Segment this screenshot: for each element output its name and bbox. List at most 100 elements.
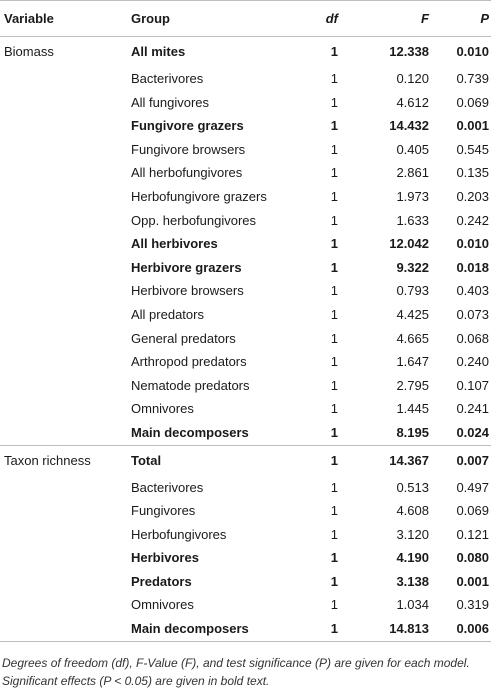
table-row: Biomass All mites 1 12.338 0.010: [0, 37, 491, 68]
cell-group: Herbivore browsers: [131, 283, 244, 299]
cell-f-value: 3.138: [396, 573, 429, 589]
cell-f-value: 14.367: [389, 452, 429, 468]
cell-group: Herbivore grazers: [131, 259, 242, 275]
table-row: Herbofungivore grazers 1 1.973 0.203: [0, 185, 491, 209]
cell-f-value: 12.338: [389, 44, 429, 59]
cell-p-value: 0.545: [456, 141, 489, 157]
cell-f-value: 4.612: [396, 94, 429, 110]
cell-group: Arthropod predators: [131, 354, 247, 370]
table-row: Herbofungivores 1 3.120 0.121: [0, 523, 491, 547]
cell-group: Opp. herbofungivores: [131, 212, 257, 228]
table-footnote: Degrees of freedom (df), F-Value (F), an…: [0, 642, 491, 690]
cell-f-value: 1.445: [396, 401, 429, 417]
cell-variable: [0, 161, 131, 185]
cell-f-value: 1.973: [396, 188, 429, 204]
table-row: Herbivore grazers 1 9.322 0.018: [0, 256, 491, 280]
table-row: Fungivore grazers 1 14.432 0.001: [0, 114, 491, 138]
header-group: Group: [131, 0, 309, 37]
table-row: Main decomposers 1 8.195 0.024: [0, 420, 491, 446]
table-row: All fungivores 1 4.612 0.069: [0, 91, 491, 115]
table-row: Fungivore browsers 1 0.405 0.545: [0, 138, 491, 162]
cell-variable: [0, 523, 131, 547]
cell-group: Bacterivores: [131, 71, 204, 86]
cell-f-value: 1.647: [396, 354, 429, 370]
cell-df: 1: [330, 573, 338, 589]
cell-df: 1: [330, 354, 338, 370]
cell-f-value: 2.861: [396, 165, 429, 181]
cell-f-value: 0.793: [396, 283, 429, 299]
cell-group: Herbivores: [131, 550, 199, 566]
cell-group: Fungivores: [131, 503, 196, 519]
cell-variable: [0, 499, 131, 523]
cell-group: General predators: [131, 330, 236, 346]
cell-p-value: 0.001: [456, 118, 489, 134]
table-row: Omnivores 1 1.445 0.241: [0, 397, 491, 421]
cell-df: 1: [330, 479, 338, 495]
cell-f-value: 0.405: [396, 141, 429, 157]
table-row: Omnivores 1 1.034 0.319: [0, 593, 491, 617]
cell-p-value: 0.069: [456, 94, 489, 110]
footnote-line-2: Significant effects (P < 0.05) are given…: [2, 673, 270, 688]
cell-f-value: 0.120: [396, 71, 429, 86]
cell-group: Fungivore browsers: [131, 141, 246, 157]
cell-f-value: 14.432: [389, 118, 429, 134]
cell-p-value: 0.497: [456, 479, 489, 495]
cell-df: 1: [309, 617, 338, 642]
cell-variable: [0, 397, 131, 421]
cell-p-value: 0.007: [456, 452, 489, 468]
cell-variable: [0, 617, 131, 642]
cell-f-value: 2.795: [396, 377, 429, 393]
cell-group: Herbofungivore grazers: [131, 188, 267, 204]
table-row: Arthropod predators 1 1.647 0.240: [0, 350, 491, 374]
cell-df: 1: [330, 165, 338, 181]
cell-group: Bacterivores: [131, 479, 204, 495]
cell-group: Omnivores: [131, 401, 194, 417]
cell-p-value: 0.018: [456, 259, 489, 275]
table-row: Opp. herbofungivores 1 1.633 0.242: [0, 209, 491, 233]
table-header: Variable Group df F P: [0, 0, 491, 37]
cell-group: Fungivore grazers: [131, 118, 244, 134]
cell-variable: [0, 138, 131, 162]
table-row: Nematode predators 1 2.795 0.107: [0, 374, 491, 398]
cell-p-value: 0.068: [456, 330, 489, 346]
cell-p-value: 0.001: [456, 573, 489, 589]
cell-p-value: 0.010: [456, 44, 489, 59]
cell-variable: [0, 232, 131, 256]
table-row: Taxon richness Total 1 14.367 0.007: [0, 445, 491, 476]
table-row: Bacterivores 1 0.513 0.497: [0, 476, 491, 500]
cell-df: 1: [330, 44, 338, 59]
header-variable: Variable: [0, 0, 131, 37]
cell-group: Predators: [131, 573, 192, 589]
cell-group: All herbofungivores: [131, 165, 243, 181]
cell-f-value: 4.190: [396, 550, 429, 566]
cell-group: Total: [131, 452, 162, 468]
cell-variable: [0, 303, 131, 327]
cell-f-value: 12.042: [389, 236, 429, 252]
cell-p-value: 0.319: [456, 597, 489, 613]
cell-f-value: 1.633: [396, 212, 429, 228]
cell-variable: [0, 67, 131, 91]
cell-df: 1: [330, 259, 338, 275]
cell-p-value: 0.006: [433, 617, 491, 642]
cell-variable: [0, 570, 131, 594]
table-row: All predators 1 4.425 0.073: [0, 303, 491, 327]
table-body: Biomass All mites 1 12.338 0.010 Bacterivores…: [0, 37, 491, 642]
cell-p-value: 0.203: [456, 188, 489, 204]
cell-df: 1: [330, 141, 338, 157]
cell-f-value: 4.425: [396, 306, 429, 322]
footnote-line-1: Degrees of freedom (df), F-Value (F), an…: [2, 655, 470, 670]
cell-group: All mites: [131, 44, 186, 59]
cell-variable: [0, 374, 131, 398]
cell-variable: [0, 91, 131, 115]
table-row: Herbivores 1 4.190 0.080: [0, 546, 491, 570]
cell-group: Main decomposers: [131, 617, 309, 642]
table-row: Bacterivores 1 0.120 0.739: [0, 67, 491, 91]
header-f: F: [338, 0, 433, 37]
table-row: Herbivore browsers 1 0.793 0.403: [0, 279, 491, 303]
cell-variable: [0, 420, 131, 446]
cell-group: All predators: [131, 306, 204, 322]
cell-p-value: 0.403: [456, 283, 489, 299]
cell-p-value: 0.240: [456, 354, 489, 370]
cell-variable: [0, 256, 131, 280]
